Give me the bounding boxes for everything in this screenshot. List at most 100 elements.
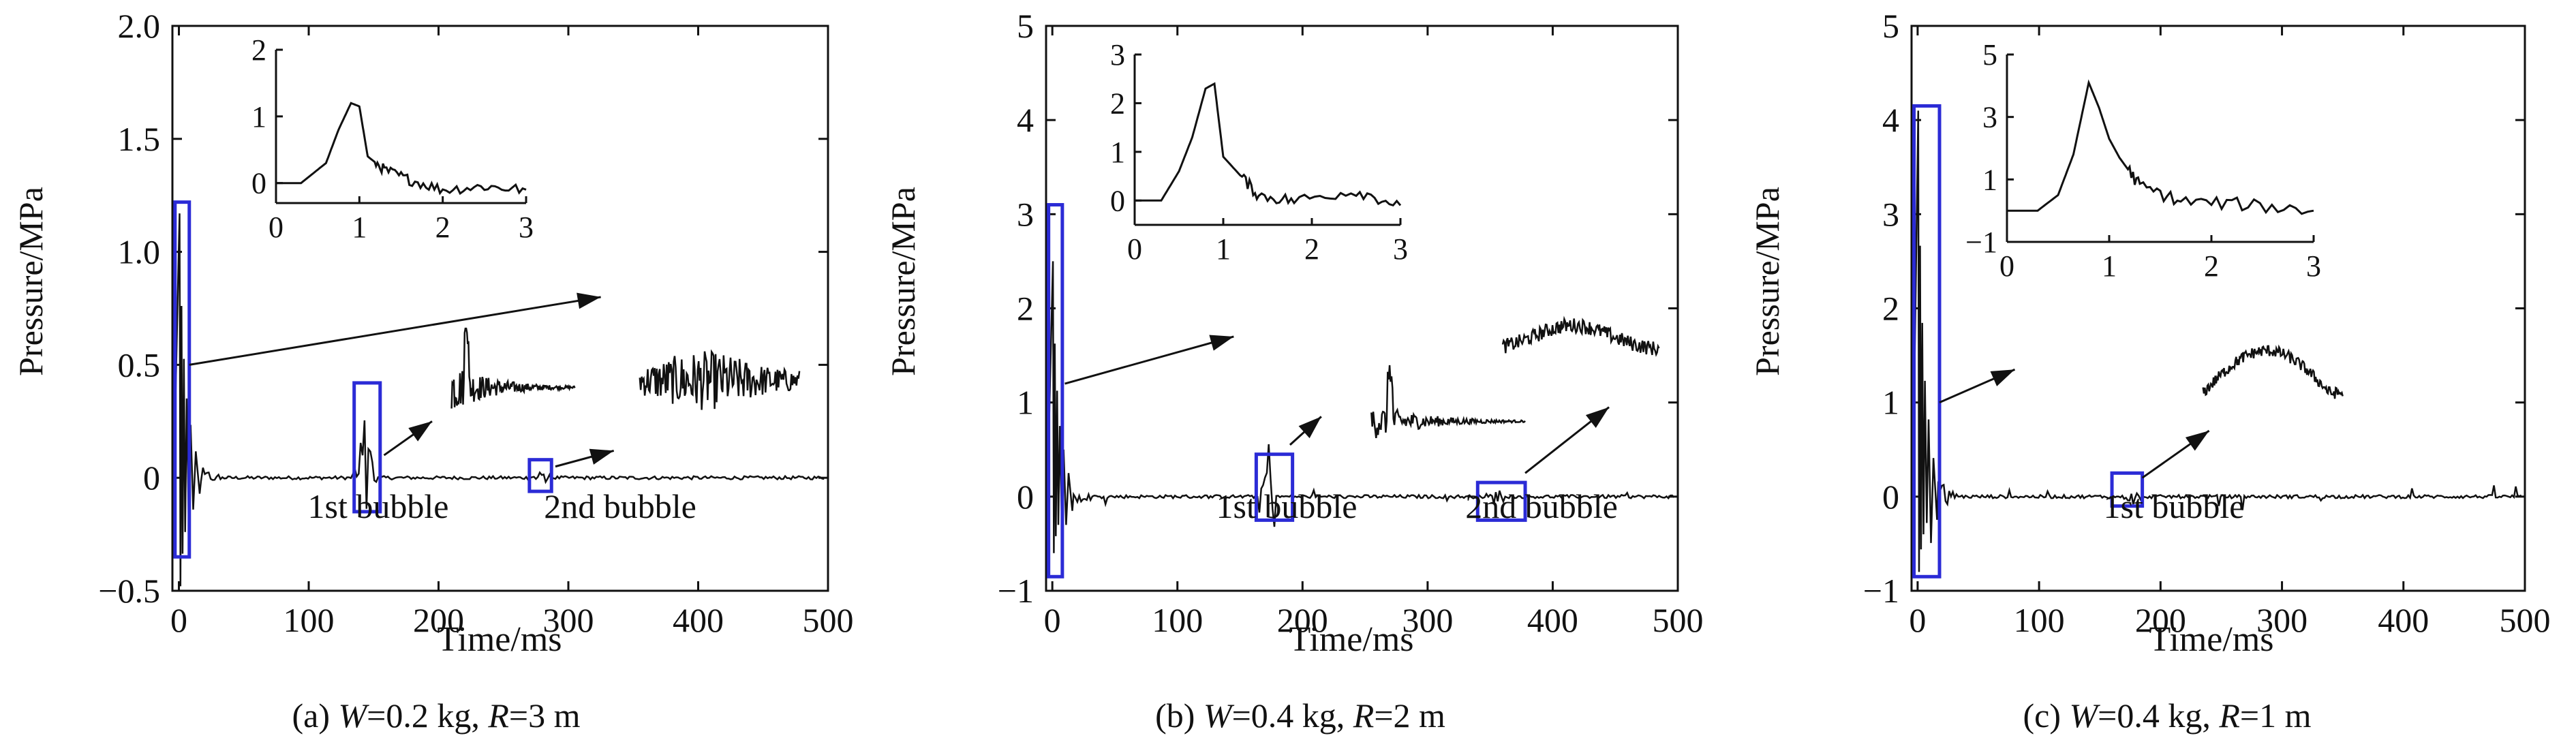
inset-x-tick-label: 1 — [352, 211, 367, 244]
inset-x-tick-label: 0 — [1999, 249, 2014, 283]
inset-y-tick-label: 1 — [251, 100, 266, 134]
y-tick-label: 5 — [1882, 7, 1899, 45]
x-tick-label: 500 — [803, 601, 854, 639]
plot-frame — [171, 25, 829, 592]
x-tick-label: 400 — [2378, 601, 2429, 639]
pressure-trace — [1046, 261, 1675, 553]
highlight-box — [352, 381, 382, 514]
y-tick-label: 1 — [1017, 384, 1034, 422]
y-tick-label: 0 — [143, 459, 160, 497]
bubble-label-2: 2nd bubble — [1465, 487, 1618, 525]
y-tick-label: 1.5 — [118, 120, 161, 158]
bubble-zoom-trace — [1501, 315, 1660, 357]
arrow-head — [1585, 407, 1610, 429]
panel-a: 0 100 200 300 400 500 −0.5 0 0.5 1.0 1.5 2.0 0 1 2 3 0 1… — [12, 7, 854, 735]
pressure-trace — [172, 213, 825, 587]
y-tick-label: −1 — [1863, 572, 1899, 610]
x-tick-label: 200 — [2135, 601, 2186, 639]
y-axis-label: Pressure/MPa — [884, 187, 922, 376]
y-tick-label: 4 — [1017, 101, 1034, 139]
inset-y-tick-label: 3 — [1982, 101, 1997, 134]
y-tick-label: 5 — [1017, 7, 1034, 45]
x-tick-label: 100 — [283, 601, 335, 639]
inset-y-tick-label: 3 — [1110, 38, 1125, 72]
bubble-zoom-trace — [639, 349, 801, 410]
inset-x-tick-label: 3 — [519, 211, 534, 244]
highlight-box — [1912, 104, 1942, 579]
bubble-zoom-trace — [1370, 365, 1526, 439]
highlight-box — [2110, 471, 2145, 508]
y-axis-label: Pressure/MPa — [12, 187, 50, 376]
bubble-zoom-trace — [2202, 344, 2344, 399]
highlight-box — [1254, 452, 1295, 522]
x-axis-label: Time/ms — [2149, 620, 2273, 659]
x-tick-label: 100 — [2014, 601, 2065, 639]
x-axis-label: Time/ms — [1289, 620, 1413, 659]
inset-trace — [2007, 79, 2314, 215]
highlight-box — [1047, 203, 1064, 579]
inset-x-tick-label: 0 — [269, 211, 283, 244]
y-tick-label: 1.0 — [118, 233, 161, 271]
inset-trace — [276, 102, 527, 196]
arrow-line — [189, 296, 601, 366]
panel-caption: (c) W=0.4 kg, R=1 m — [2023, 696, 2312, 735]
inset-y-tick-label: 0 — [1110, 184, 1125, 217]
x-tick-label: 400 — [673, 601, 724, 639]
panel-caption: (b) W=0.4 kg, R=2 m — [1155, 696, 1445, 735]
arrow-head — [1209, 335, 1234, 351]
y-tick-label: 0.5 — [118, 345, 161, 384]
x-tick-label: 0 — [1909, 601, 1926, 639]
x-tick-label: 300 — [543, 601, 594, 639]
highlight-box — [527, 458, 553, 493]
inset-y-tick-label: 0 — [251, 167, 266, 200]
y-tick-label: 0 — [1017, 478, 1034, 516]
x-tick-label: 200 — [413, 601, 464, 639]
x-tick-label: 500 — [1653, 601, 1704, 639]
panel-caption: (a) W=0.2 kg, R=3 m — [292, 696, 581, 735]
x-tick-label: 200 — [1277, 601, 1328, 639]
inset-x-tick-label: 2 — [2204, 249, 2219, 283]
x-tick-label: 100 — [1152, 601, 1203, 639]
inset-x-tick-label: 3 — [2306, 249, 2321, 283]
inset-y-tick-label: −1 — [1965, 226, 1997, 259]
inset-y-tick-label: 2 — [251, 33, 266, 67]
y-tick-label: 0 — [1882, 478, 1899, 516]
y-tick-label: 2.0 — [118, 7, 161, 45]
arrow-head — [408, 421, 432, 442]
arrow-head — [1990, 369, 2015, 386]
inset-trace — [1135, 82, 1402, 207]
pressure-trace — [1912, 110, 2522, 572]
highlight-box — [173, 200, 191, 559]
inset-y-tick-label: 2 — [1110, 87, 1125, 120]
x-tick-label: 300 — [2256, 601, 2307, 639]
arrow-head — [589, 448, 614, 465]
y-tick-label: 1 — [1882, 384, 1899, 422]
arrow-line — [1064, 335, 1234, 385]
inset-x-tick-label: 2 — [435, 211, 450, 244]
inset-x-tick-label: 1 — [1216, 232, 1231, 266]
y-tick-label: 4 — [1882, 101, 1899, 139]
x-tick-label: 400 — [1527, 601, 1578, 639]
y-tick-label: 3 — [1882, 195, 1899, 233]
arrow-head — [2185, 431, 2209, 451]
panel-b: 0 100 200 300 400 500 −1 0 1 2 3 4 5 0 1 2 3 0 1 2 3 Pressu… — [884, 7, 1704, 735]
bubble-label-1: 1st bubble — [1216, 487, 1358, 525]
inset-x-tick-label: 3 — [1393, 232, 1408, 266]
y-tick-label: 3 — [1017, 195, 1034, 233]
inset-x-tick-label: 1 — [2102, 249, 2117, 283]
bubble-label-2: 2nd bubble — [544, 487, 696, 525]
inset-y-tick-label: 5 — [1982, 38, 1997, 72]
y-axis-label: Pressure/MPa — [1748, 187, 1786, 376]
bubble-label-1: 1st bubble — [308, 487, 449, 525]
arrow-head — [577, 292, 601, 309]
x-tick-label: 0 — [170, 601, 187, 639]
highlight-box — [1475, 480, 1527, 522]
x-axis-label: Time/ms — [437, 620, 562, 659]
x-tick-label: 300 — [1402, 601, 1453, 639]
x-tick-label: 0 — [1044, 601, 1061, 639]
y-tick-label: 2 — [1017, 290, 1034, 328]
bubble-zoom-trace — [450, 327, 576, 409]
bubble-label-1: 1st bubble — [2104, 487, 2245, 525]
inset-y-tick-label: 1 — [1982, 163, 1997, 196]
